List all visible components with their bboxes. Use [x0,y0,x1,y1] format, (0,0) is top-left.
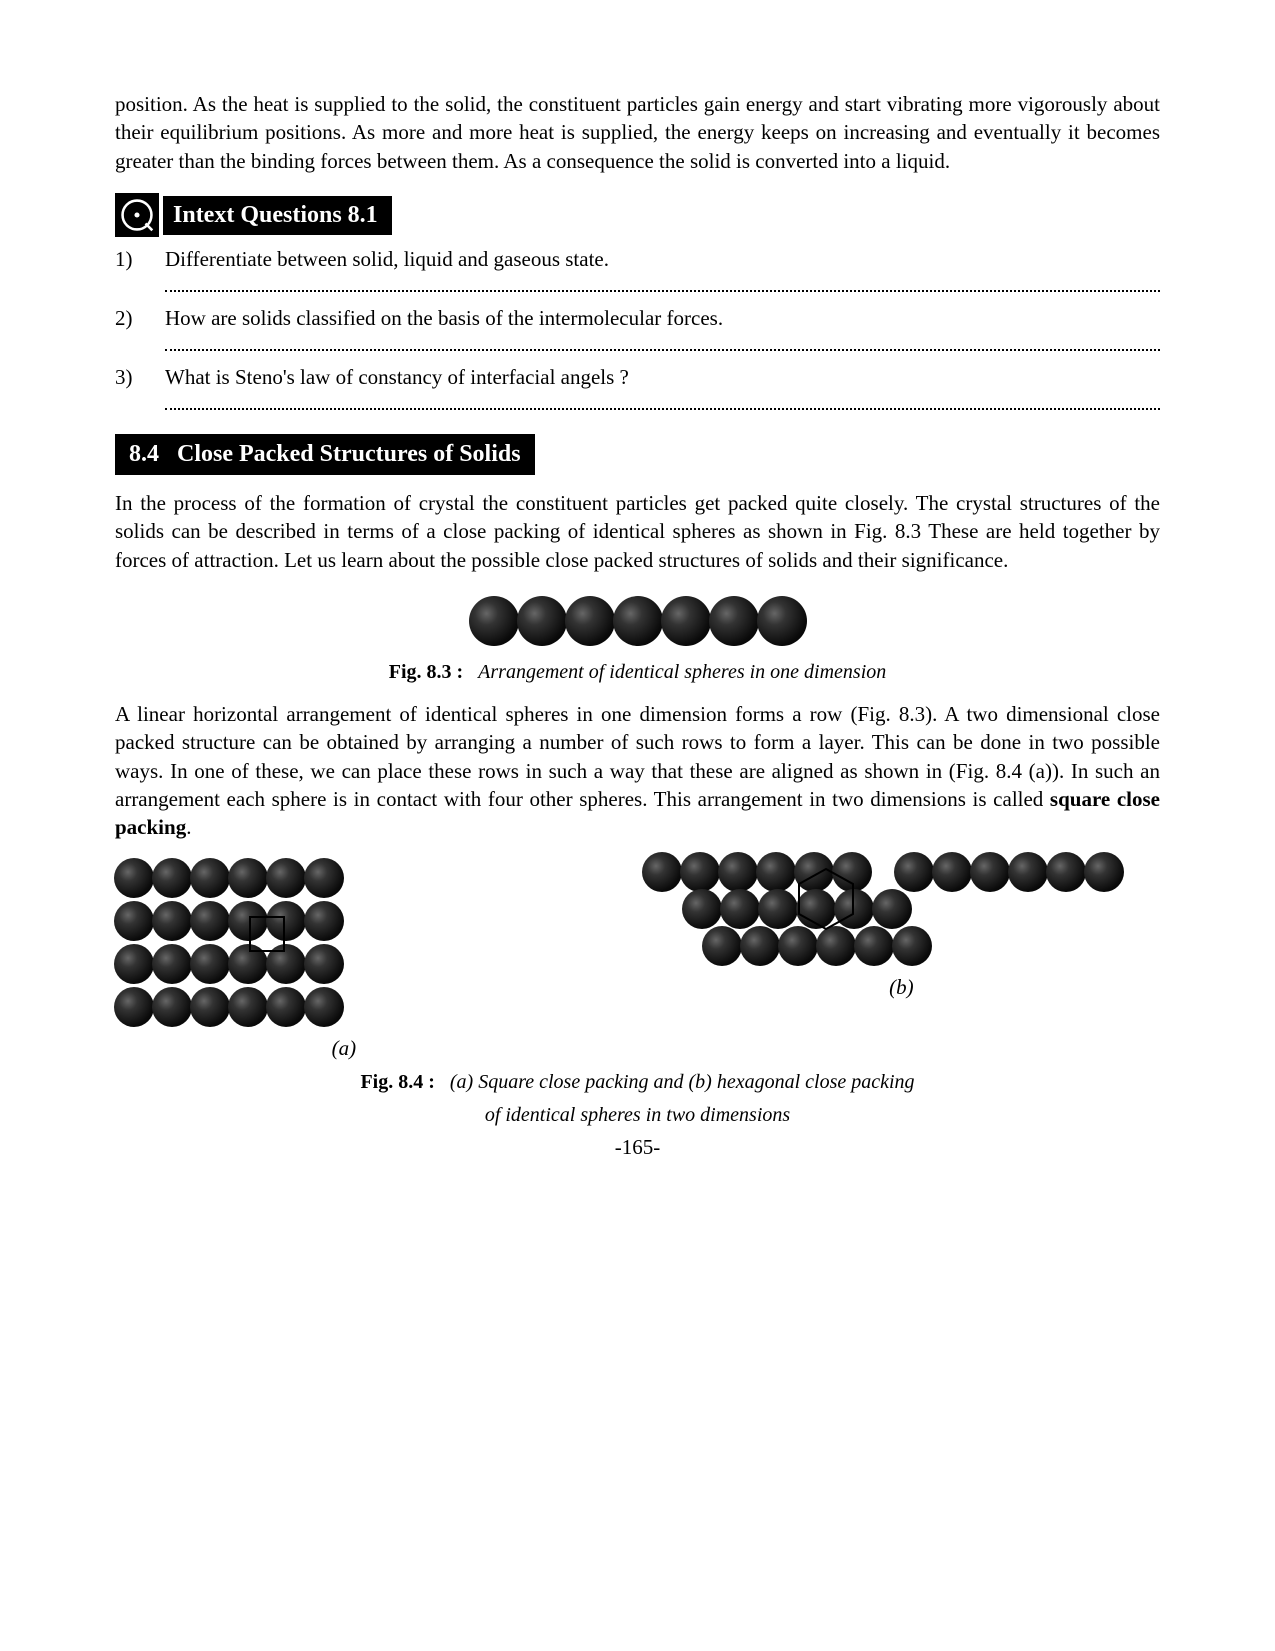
page-number: -165- [115,1135,1160,1160]
figure-8-4-caption: Fig. 8.4 : (a) Square close packing and … [115,1071,1160,1127]
question-number: 2) [115,306,165,331]
hex-packing-column: (b) [643,860,1160,1000]
intext-questions-title: Intext Questions 8.1 [163,196,392,235]
sphere [469,596,519,646]
fig84-a-label: (a) [332,1036,357,1061]
sphere [565,596,615,646]
figure-label: Fig. 8.3 : [389,661,463,683]
square-packing-diagram [115,860,573,1032]
question-item: 1) Differentiate between solid, liquid a… [115,247,1160,272]
para2-pre: A linear horizontal arrangement of ident… [115,702,1160,811]
intro-paragraph: position. As the heat is supplied to the… [115,90,1160,175]
figure-8-3-caption: Fig. 8.3 : Arrangement of identical sphe… [115,661,1160,684]
question-number: 1) [115,247,165,272]
question-item: 3) What is Steno's law of constancy of i… [115,365,1160,390]
sphere [517,596,567,646]
section-title: Close Packed Structures of Solids [177,441,521,467]
answer-line [165,349,1160,351]
figure-caption-line2: of identical spheres in two dimensions [485,1104,790,1126]
question-text: What is Steno's law of constancy of inte… [165,365,1160,390]
figure-caption-line1: (a) Square close packing and (b) hexagon… [450,1071,915,1093]
answer-line [165,290,1160,292]
answer-line [165,408,1160,410]
hex-unit-cell-marker [791,864,861,934]
figure-label: Fig. 8.4 : [360,1071,434,1093]
hex-packing-diagram [643,860,1160,971]
question-text: How are solids classified on the basis o… [165,306,1160,331]
sphere [709,596,759,646]
spheres-1d-row [470,596,806,646]
para2-post: . [186,815,191,839]
sphere [757,596,807,646]
question-mark-icon [115,193,159,237]
square-packing-column: (a) [115,860,573,1061]
sphere [613,596,663,646]
figure-caption-text: Arrangement of identical spheres in one … [478,661,886,683]
sphere [661,596,711,646]
section-paragraph-1: In the process of the formation of cryst… [115,489,1160,574]
question-number: 3) [115,365,165,390]
section-paragraph-2: A linear horizontal arrangement of ident… [115,700,1160,842]
question-text: Differentiate between solid, liquid and … [165,247,1160,272]
figure-8-4: (a) (b) [115,860,1160,1061]
section-number: 8.4 [129,441,159,467]
fig84-b-label: (b) [889,975,914,1000]
question-item: 2) How are solids classified on the basi… [115,306,1160,331]
section-header: 8.4 Close Packed Structures of Solids [115,434,535,475]
intext-questions-header: Intext Questions 8.1 [115,193,1160,237]
figure-8-3: Fig. 8.3 : Arrangement of identical sphe… [115,596,1160,684]
square-unit-cell-marker [249,916,285,952]
